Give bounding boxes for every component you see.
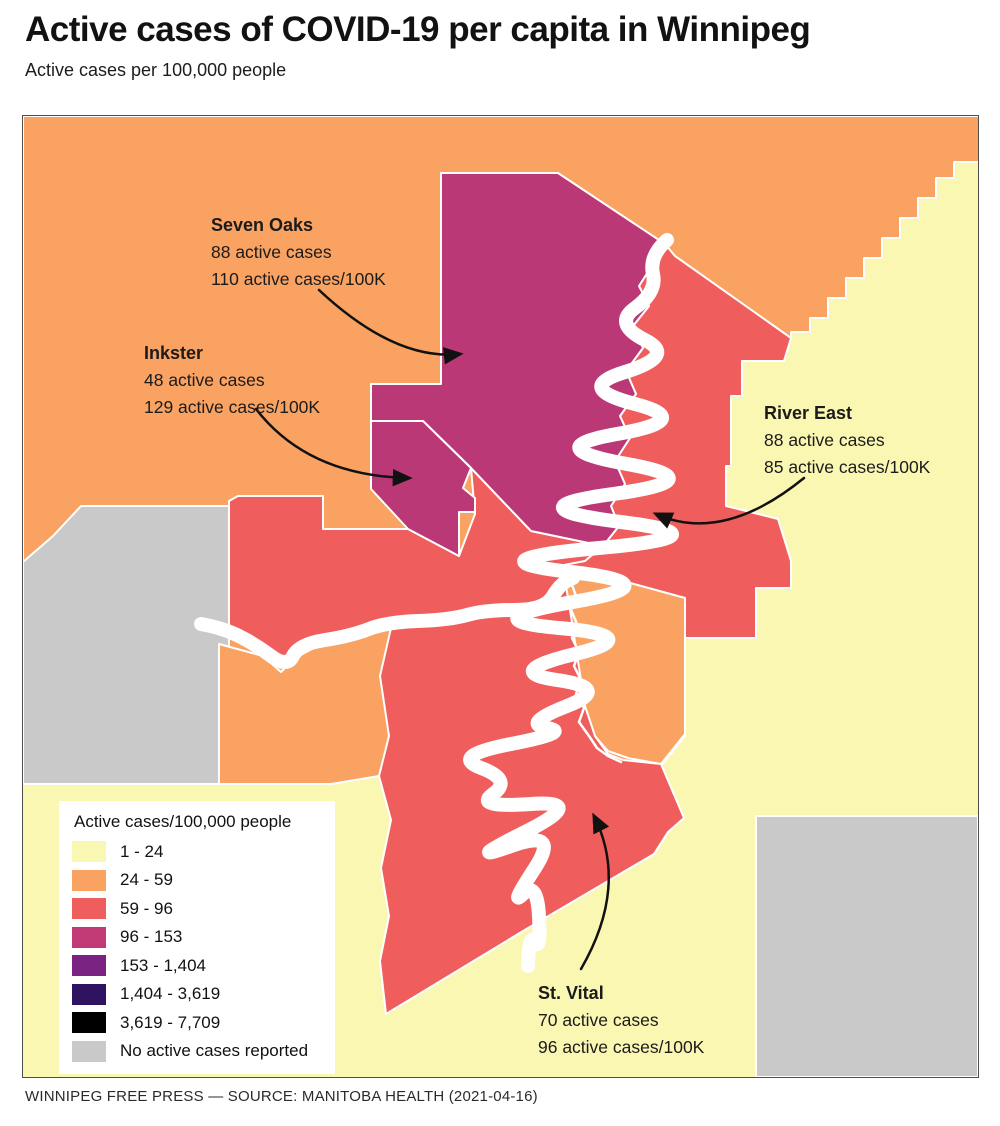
legend-item: 59 - 96 [72,898,322,919]
legend-label: 59 - 96 [120,898,173,918]
arrow-seven-oaks [317,288,464,365]
annotation-river-east-rate: 85 active cases/100K [764,457,931,477]
legend-swatch [72,898,106,919]
annotation-seven-oaks-rate: 110 active cases/100K [211,269,386,289]
annotation-st-vital: St. Vital 70 active cases 96 active case… [538,980,704,1061]
region-no-data-west [23,505,230,785]
annotation-inkster-rate: 129 active cases/100K [144,397,321,417]
legend-label: 1 - 24 [120,841,164,861]
legend-label: 1,404 - 3,619 [120,984,221,1003]
legend-swatch [72,1040,106,1062]
legend-swatch [72,955,106,976]
legend-swatch [72,926,106,948]
legend-item: 96 - 153 [72,926,322,948]
annotation-seven-oaks: Seven Oaks 88 active cases 110 active ca… [211,212,386,293]
legend-label: 153 - 1,404 [120,955,207,975]
annotation-st-vital-name: St. Vital [538,983,604,1003]
page-subtitle: Active cases per 100,000 people [25,60,287,80]
arrow-st-vital [579,812,610,971]
annotation-inkster: Inkster 48 active cases 129 active cases… [144,340,320,421]
annotation-seven-oaks-name: Seven Oaks [211,215,314,235]
annotation-river-east-cases: 88 active cases [764,430,885,450]
map-legend: Active cases/100,000 people 1 - 24 24 - … [59,801,335,1074]
arrow-inkster [254,407,413,487]
annotation-st-vital-rate: 96 active cases/100K [538,1037,705,1057]
legend-item: 1 - 24 [72,841,322,862]
source-attribution: WINNIPEG FREE PRESS — SOURCE: MANITOBA H… [25,1088,538,1105]
legend-item: 3,619 - 7,709 [72,1012,322,1033]
red-river [463,233,679,973]
legend-label: No active cases reported [120,1041,309,1060]
legend-swatch [72,869,106,891]
choropleth-map-panel: Seven Oaks 88 active cases 110 active ca… [22,115,979,1078]
legend-swatch [72,983,106,1005]
legend-swatch [72,1012,106,1033]
winnipeg-map [23,116,978,1077]
annotation-seven-oaks-cases: 88 active cases [211,242,332,262]
legend-title: Active cases/100,000 people [74,812,292,831]
annotation-inkster-cases: 48 active cases [144,370,265,390]
annotation-river-east-name: River East [764,403,853,423]
annotation-st-vital-cases: 70 active cases [538,1010,659,1030]
legend-label: 24 - 59 [120,870,173,889]
legend-item: 1,404 - 3,619 [72,983,322,1005]
legend-label: 96 - 153 [120,927,183,946]
annotation-inkster-name: Inkster [144,343,204,363]
legend-item: 153 - 1,404 [72,955,322,976]
arrow-river-east [652,476,806,529]
legend-item: 24 - 59 [72,869,322,891]
page-title: Active cases of COVID-19 per capita in W… [25,10,811,49]
legend-swatch [72,841,106,862]
legend-item: No active cases reported [72,1040,322,1062]
annotation-river-east: River East 88 active cases 85 active cas… [764,400,930,481]
region-no-data-southeast [755,815,978,1077]
legend-label: 3,619 - 7,709 [120,1012,221,1032]
assiniboine-river [194,571,580,669]
region-inkster [370,420,476,557]
